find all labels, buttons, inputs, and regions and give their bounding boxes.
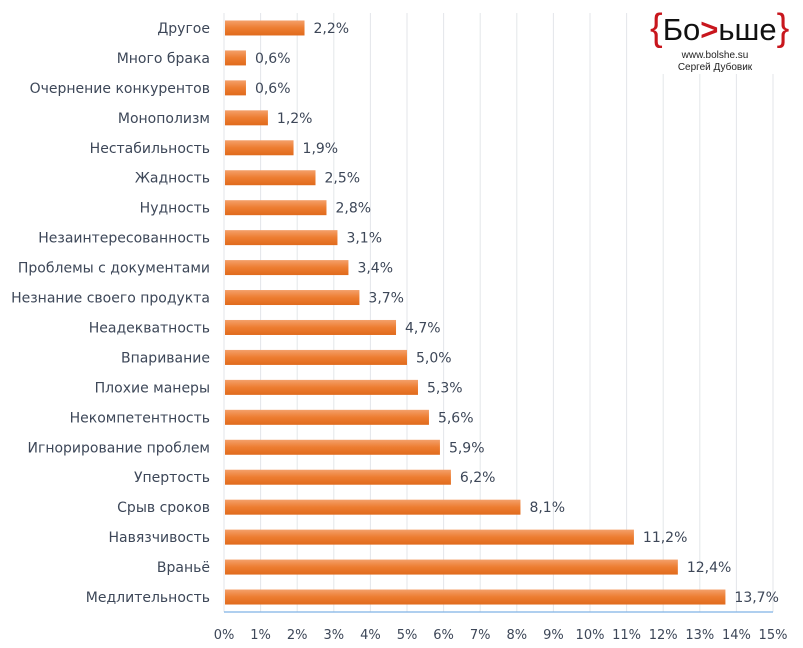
- x-tick-label: 13%: [685, 628, 714, 643]
- bar: [225, 409, 429, 425]
- data-label: 4,7%: [405, 320, 441, 336]
- data-label: 1,2%: [277, 111, 313, 127]
- data-label: 6,2%: [460, 470, 496, 486]
- x-tick-label: 2%: [287, 628, 308, 643]
- x-tick-label: 8%: [506, 628, 527, 643]
- bar: [225, 80, 246, 96]
- data-label: 2,5%: [325, 171, 361, 187]
- x-tick-label: 9%: [543, 628, 564, 643]
- category-label: Проблемы с документами: [18, 261, 210, 277]
- data-label: 11,2%: [643, 530, 687, 546]
- bar: [225, 20, 305, 36]
- category-label: Нудность: [140, 201, 210, 217]
- bar: [225, 589, 726, 605]
- bar: [225, 349, 407, 365]
- category-label: Враньё: [157, 560, 210, 576]
- bar: [225, 529, 634, 545]
- category-label: Незаинтересованность: [38, 231, 210, 247]
- category-label: Некомпетентность: [70, 410, 210, 426]
- category-label: Упертость: [134, 470, 210, 486]
- category-label: Другое: [157, 21, 210, 37]
- x-tick-label: 11%: [612, 628, 641, 643]
- bar: [225, 379, 418, 395]
- data-label: 1,9%: [303, 141, 339, 157]
- logo-url: www.bolshe.su: [681, 50, 749, 61]
- bar: [225, 50, 246, 66]
- data-label: 2,2%: [314, 21, 350, 37]
- logo: {Бо>ьше} www.bolshe.su Сергей Дубовик: [650, 7, 789, 74]
- x-tick-label: 5%: [397, 628, 418, 643]
- x-tick-label: 15%: [759, 628, 788, 643]
- bar: [225, 200, 327, 216]
- category-label: Много брака: [117, 51, 210, 67]
- bar: [225, 439, 440, 455]
- category-label: Навязчивость: [108, 530, 210, 546]
- x-tick-label: 10%: [576, 628, 605, 643]
- category-label: Неадекватность: [89, 320, 210, 336]
- bar: [225, 170, 316, 186]
- bar: [225, 290, 360, 306]
- data-label: 2,8%: [335, 201, 371, 217]
- x-tick-label: 7%: [470, 628, 491, 643]
- data-label: 5,3%: [427, 380, 463, 396]
- logo-text: Бо: [662, 12, 701, 47]
- category-label: Впаривание: [121, 350, 210, 366]
- data-label: 5,9%: [449, 440, 485, 456]
- x-tick-label: 6%: [433, 628, 454, 643]
- logo-text-end: ьше: [718, 12, 777, 47]
- category-label: Незнание своего продукта: [11, 291, 210, 307]
- x-tick-label: 14%: [722, 628, 751, 643]
- x-tick-label: 4%: [360, 628, 381, 643]
- data-label: 12,4%: [687, 560, 731, 576]
- category-label: Игнорирование проблем: [28, 440, 211, 456]
- data-label: 8,1%: [529, 500, 565, 516]
- bar: [225, 230, 338, 246]
- bar: [225, 499, 521, 515]
- data-label: 13,7%: [734, 590, 778, 606]
- logo-gt: >: [700, 12, 719, 47]
- data-label: 5,0%: [416, 350, 452, 366]
- logo-author: Сергей Дубовик: [677, 62, 753, 73]
- x-tick-label: 0%: [214, 628, 235, 643]
- data-label: 3,1%: [346, 231, 382, 247]
- category-label: Плохие манеры: [95, 380, 210, 396]
- data-label: 5,6%: [438, 410, 474, 426]
- data-label: 0,6%: [255, 51, 291, 67]
- logo-brace-open: {: [650, 7, 663, 49]
- category-label: Срыв сроков: [117, 500, 210, 516]
- category-label: Жадность: [135, 171, 210, 187]
- bar: [225, 110, 268, 126]
- category-label: Очернение конкурентов: [30, 81, 210, 97]
- data-label: 3,7%: [368, 291, 404, 307]
- logo-brace-close: }: [776, 7, 790, 49]
- bar: [225, 260, 349, 276]
- bar: [225, 559, 678, 575]
- data-label: 0,6%: [255, 81, 291, 97]
- category-label: Монополизм: [118, 111, 210, 127]
- bar: [225, 469, 451, 485]
- category-label: Нестабильность: [90, 141, 210, 157]
- category-label: Медлительность: [86, 590, 210, 606]
- bar: [225, 319, 397, 335]
- bar: [225, 140, 294, 156]
- data-label: 3,4%: [357, 261, 393, 277]
- x-tick-label: 3%: [323, 628, 344, 643]
- x-tick-label: 12%: [649, 628, 678, 643]
- x-tick-label: 1%: [250, 628, 271, 643]
